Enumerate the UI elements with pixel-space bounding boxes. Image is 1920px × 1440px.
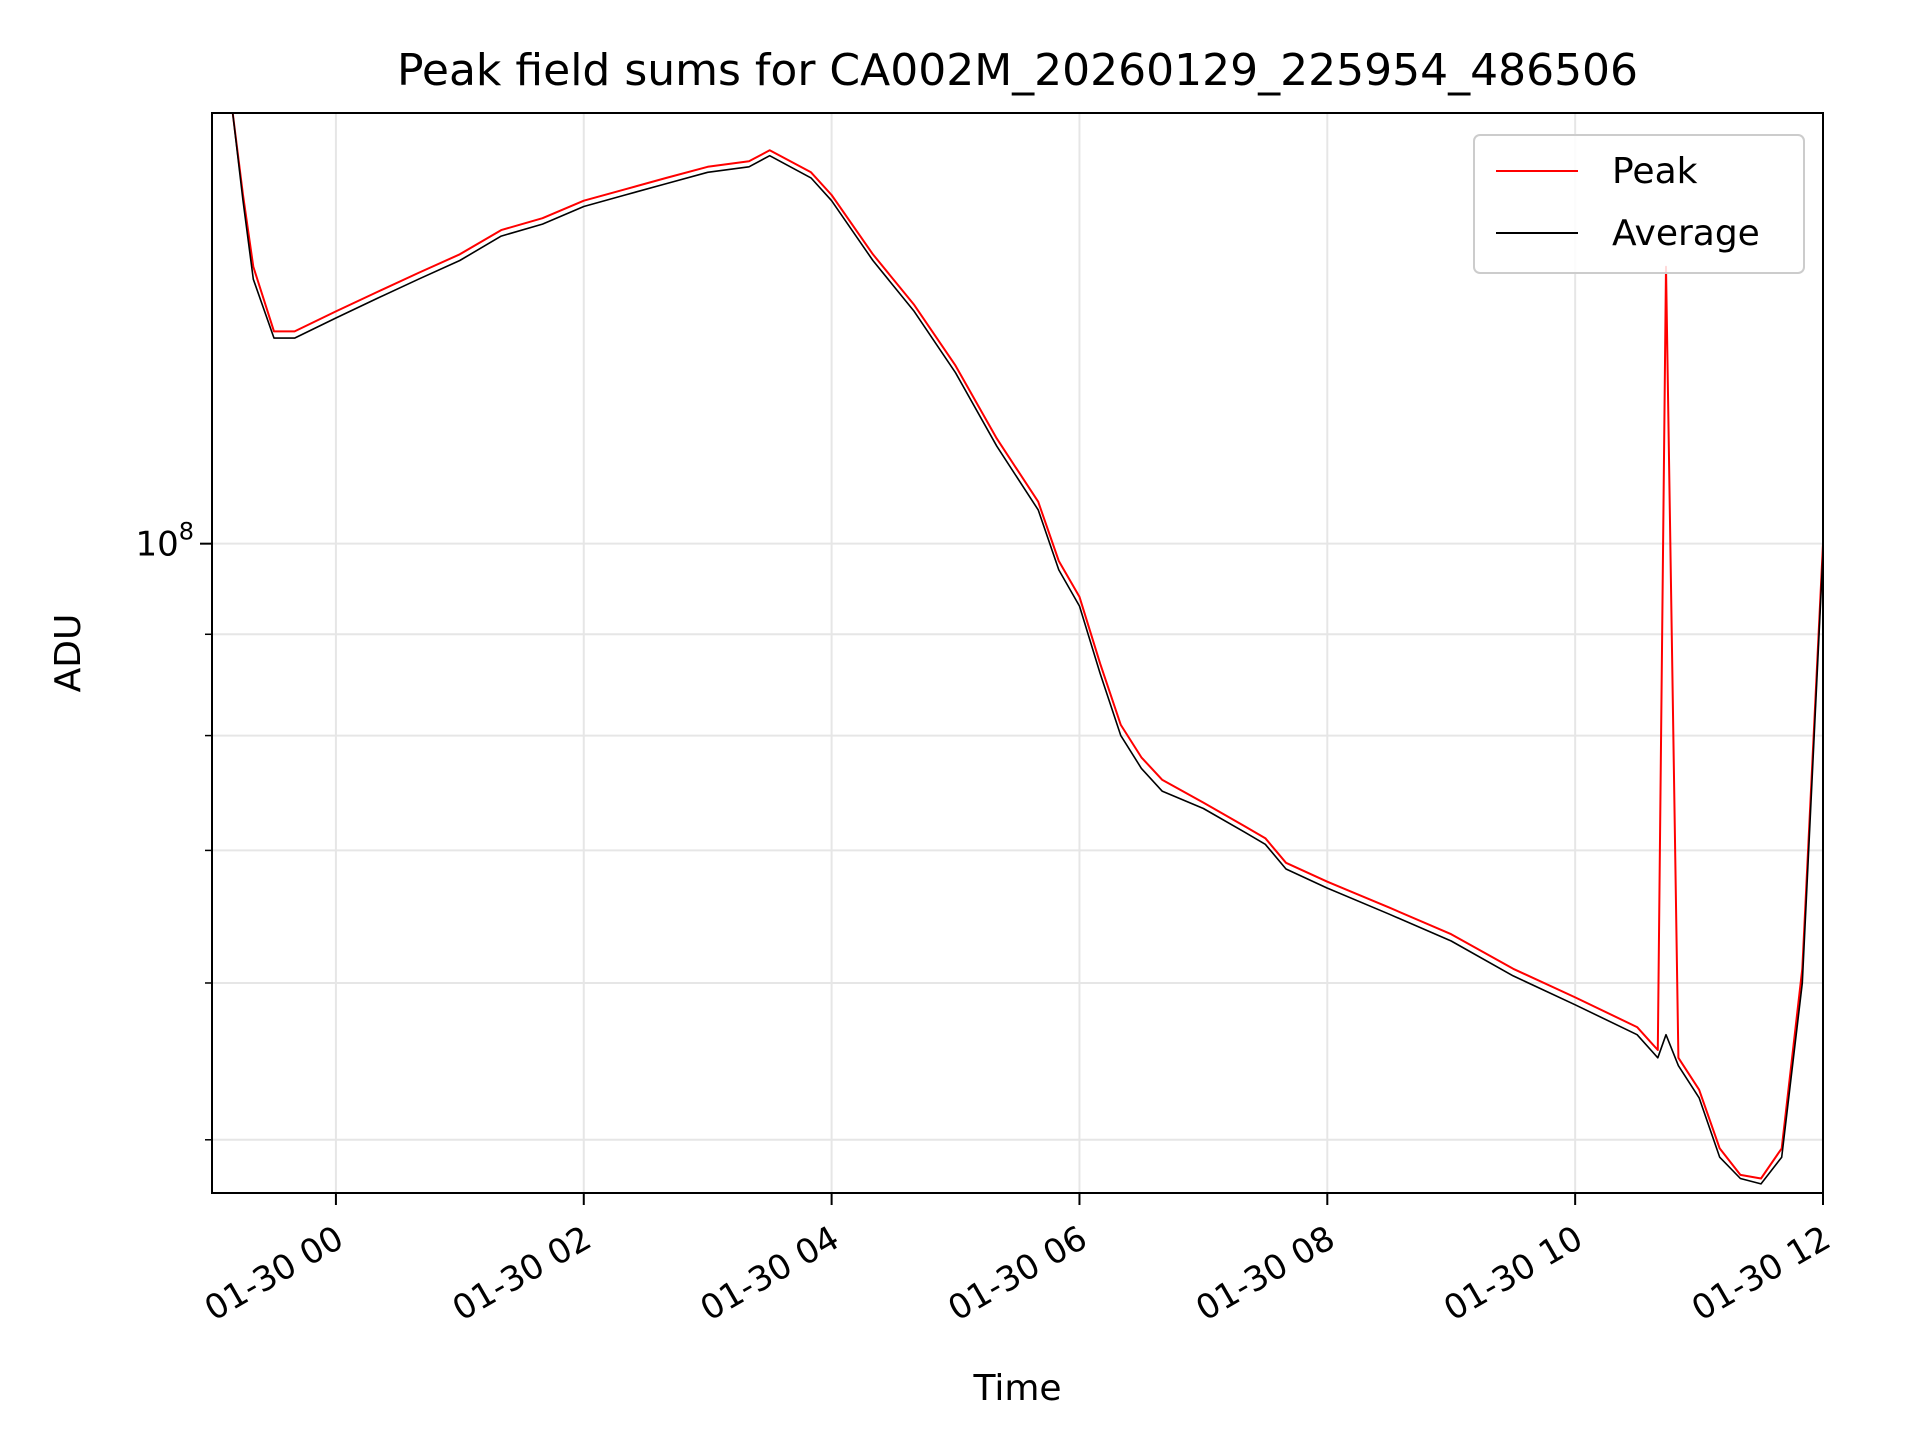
x-axis-label: Time [972,1368,1061,1409]
series-line-average [231,113,1823,1185]
plot-frame [211,112,1824,1194]
legend-box [1473,134,1805,274]
series-layer [231,113,1823,1185]
series-line-peak [231,113,1823,1180]
y-tick-exponent: 8 [179,518,194,546]
y-axis-label: ADU [48,614,89,693]
legend: Peak Average [1473,134,1805,274]
chart-title: Peak field sums for CA002M_20260129_2259… [397,45,1638,96]
y-tick-base: 10 [135,525,178,565]
legend-label-peak: Peak [1612,151,1698,192]
legend-label-average: Average [1612,213,1760,254]
y-tick-label: 108 [135,518,194,565]
grid [212,113,1824,1193]
